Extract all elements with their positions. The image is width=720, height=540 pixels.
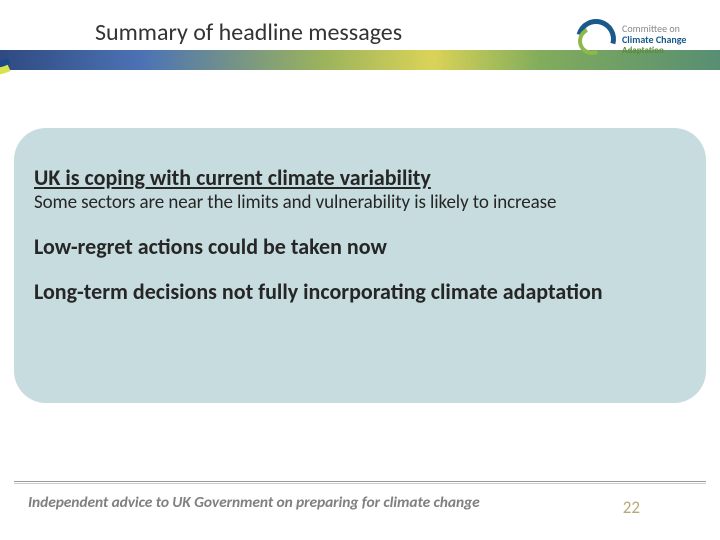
message-3: Long-term decisions not fully incorporat… — [34, 279, 678, 304]
corner-swoosh-decoration — [0, 0, 70, 80]
footer-divider-bottom — [14, 483, 706, 484]
message-1-headline: UK is coping with current climate variab… — [34, 164, 678, 191]
footer-divider-top — [14, 481, 706, 482]
page-number: 22 — [623, 497, 640, 518]
message-2: Low-regret actions could be taken now — [34, 234, 678, 259]
logo-text: Committee on Climate Change Adaptation — [622, 23, 686, 56]
slide-title: Summary of headline messages — [95, 18, 402, 47]
message-1-subtext: Some sectors are near the limits and vul… — [34, 191, 678, 214]
logo-swirl-icon — [576, 19, 618, 61]
logo-line3: Adaptation — [622, 46, 686, 56]
committee-logo: Committee on Climate Change Adaptation — [576, 12, 706, 67]
content-panel: UK is coping with current climate variab… — [14, 128, 706, 403]
footer-tagline: Independent advice to UK Government on p… — [28, 493, 480, 512]
